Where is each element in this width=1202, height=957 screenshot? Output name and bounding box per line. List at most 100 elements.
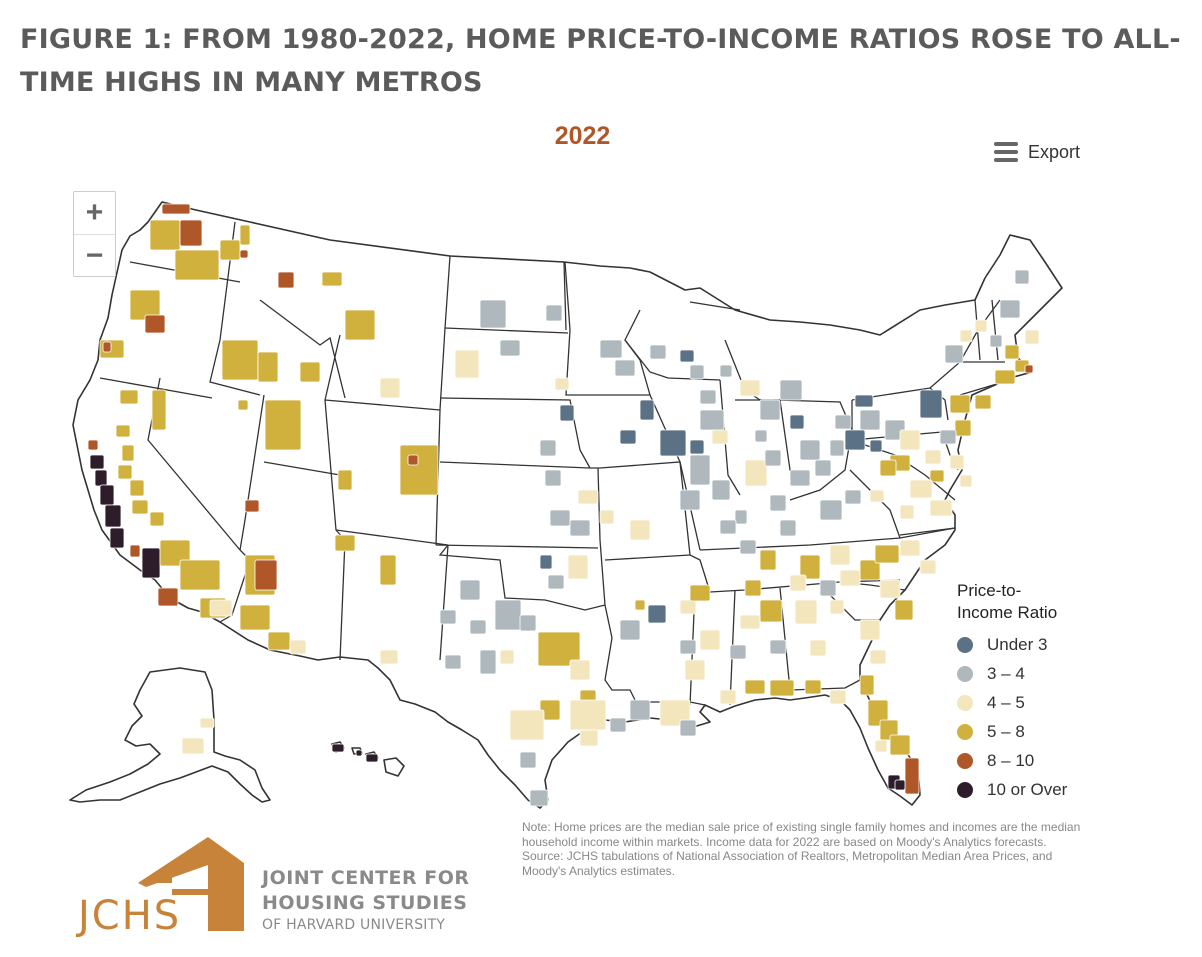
metro-area-4-5[interactable] (829, 599, 845, 615)
metro-area-4-5[interactable] (719, 689, 737, 705)
metro-area-under-3[interactable] (619, 429, 637, 445)
metro-area-4-5[interactable] (599, 509, 615, 525)
metro-area-under-3[interactable] (844, 429, 866, 451)
metro-area-4-5[interactable] (794, 599, 818, 625)
metro-area-under-3[interactable] (869, 439, 883, 453)
metro-area-5-8[interactable] (689, 584, 711, 602)
metro-area-3-4[interactable] (754, 429, 768, 443)
metro-area-10-or-over[interactable] (355, 749, 363, 757)
metro-area-3-4[interactable] (699, 389, 717, 405)
metro-area-5-8[interactable] (929, 469, 945, 483)
metro-area-5-8[interactable] (174, 249, 220, 281)
legend-item[interactable]: 4 – 5 (957, 688, 1067, 717)
metro-area-4-5[interactable] (899, 429, 921, 451)
metro-area-5-8[interactable] (131, 499, 149, 515)
metro-area-3-4[interactable] (549, 509, 571, 527)
metro-area-8-10[interactable] (1024, 364, 1034, 374)
metro-area-3-4[interactable] (859, 409, 881, 431)
metro-area-3-4[interactable] (819, 579, 837, 597)
metro-area-3-4[interactable] (699, 409, 725, 431)
metro-area-5-8[interactable] (264, 399, 302, 451)
metro-area-5-8[interactable] (859, 559, 881, 581)
metro-area-5-8[interactable] (634, 599, 646, 611)
metro-area-4-5[interactable] (569, 659, 591, 681)
metro-area-5-8[interactable] (744, 679, 766, 695)
metro-area-5-8[interactable] (974, 394, 992, 410)
metro-area-8-10[interactable] (239, 249, 249, 259)
metro-area-4-5[interactable] (569, 699, 607, 731)
metro-area-4-5[interactable] (699, 629, 721, 651)
metro-area-4-5[interactable] (499, 649, 515, 665)
metro-area-4-5[interactable] (924, 449, 942, 465)
metro-area-4-5[interactable] (554, 377, 570, 391)
metro-area-3-4[interactable] (519, 614, 537, 632)
metro-area-3-4[interactable] (459, 579, 481, 601)
metro-area-3-4[interactable] (769, 494, 787, 512)
metro-area-under-3[interactable] (789, 414, 805, 430)
metro-area-3-4[interactable] (679, 719, 697, 737)
metro-area-4-5[interactable] (874, 739, 888, 753)
metro-area-5-8[interactable] (121, 444, 135, 462)
metro-area-3-4[interactable] (769, 639, 787, 655)
metro-area-10-or-over[interactable] (104, 504, 122, 528)
metro-area-4-5[interactable] (929, 499, 953, 517)
metro-area-3-4[interactable] (1014, 269, 1030, 285)
metro-area-4-5[interactable] (711, 429, 729, 445)
metro-area-4-5[interactable] (379, 649, 399, 665)
metro-area-3-4[interactable] (609, 717, 627, 733)
metro-area-4-5[interactable] (629, 519, 651, 541)
metro-area-10-or-over[interactable] (894, 779, 906, 791)
metro-area-3-4[interactable] (819, 499, 843, 521)
metro-area-5-8[interactable] (537, 631, 581, 667)
metro-area-4-5[interactable] (959, 474, 973, 488)
metro-area-10-or-over[interactable] (99, 484, 115, 506)
metro-area-4-5[interactable] (909, 479, 933, 499)
metro-area-8-10[interactable] (254, 559, 278, 591)
metro-area-5-8[interactable] (399, 444, 439, 496)
metro-area-5-8[interactable] (954, 419, 972, 437)
metro-area-3-4[interactable] (649, 344, 667, 360)
metro-area-4-5[interactable] (829, 689, 847, 705)
metro-area-5-8[interactable] (769, 679, 795, 697)
metro-area-5-8[interactable] (1004, 344, 1020, 360)
metro-area-10-or-over[interactable] (141, 547, 161, 579)
metro-area-3-4[interactable] (779, 519, 797, 537)
metro-area-5-8[interactable] (179, 559, 221, 591)
legend-item[interactable]: 8 – 10 (957, 746, 1067, 775)
metro-area-3-4[interactable] (679, 489, 701, 511)
metro-area-8-10[interactable] (129, 544, 141, 558)
metro-area-8-10[interactable] (244, 499, 260, 513)
metro-area-8-10[interactable] (277, 271, 295, 289)
metro-area-3-4[interactable] (734, 509, 748, 525)
metro-area-under-3[interactable] (679, 349, 695, 363)
metro-area-10-or-over[interactable] (331, 743, 345, 753)
metro-area-10-or-over[interactable] (365, 753, 379, 763)
metro-area-3-4[interactable] (619, 619, 641, 641)
metro-area-4-5[interactable] (199, 717, 215, 729)
metro-area-4-5[interactable] (579, 729, 599, 747)
metro-area-3-4[interactable] (629, 699, 651, 721)
metro-area-4-5[interactable] (379, 377, 401, 399)
metro-area-3-4[interactable] (764, 449, 782, 467)
metro-area-3-4[interactable] (569, 519, 591, 537)
metro-area-4-5[interactable] (509, 709, 545, 741)
metro-area-8-10[interactable] (157, 587, 179, 607)
metro-area-3-4[interactable] (711, 479, 731, 501)
metro-area-3-4[interactable] (499, 339, 521, 357)
metro-area-3-4[interactable] (689, 364, 705, 380)
metro-area-5-8[interactable] (239, 604, 271, 631)
metro-area-8-10[interactable] (904, 757, 920, 795)
metro-area-5-8[interactable] (119, 389, 139, 405)
metro-area-5-8[interactable] (151, 389, 167, 431)
metro-area-4-5[interactable] (1024, 329, 1040, 345)
metro-area-3-4[interactable] (469, 619, 487, 635)
metro-area-5-8[interactable] (759, 549, 777, 571)
metro-area-5-8[interactable] (149, 511, 165, 527)
metro-area-under-3[interactable] (559, 404, 575, 422)
metro-area-5-8[interactable] (889, 734, 911, 756)
metro-area-5-8[interactable] (267, 631, 291, 651)
metro-area-3-4[interactable] (519, 751, 537, 769)
metro-area-3-4[interactable] (479, 649, 497, 675)
metro-area-under-3[interactable] (647, 604, 667, 624)
